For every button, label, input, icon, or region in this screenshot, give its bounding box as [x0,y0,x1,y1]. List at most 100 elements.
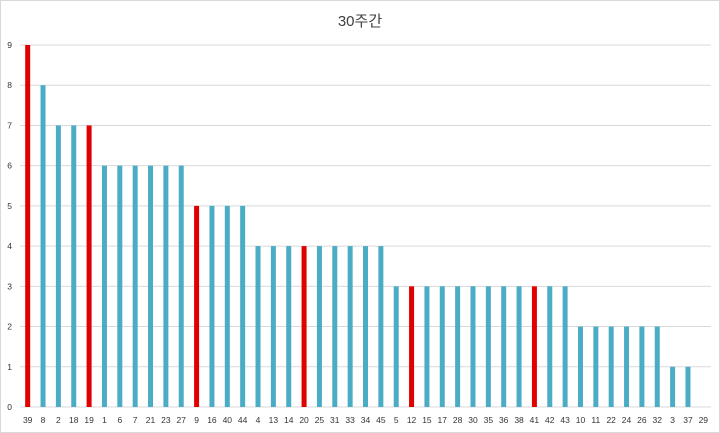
bar [562,286,568,407]
bar [685,366,691,407]
bar [470,286,476,407]
bar [670,366,676,407]
x-tick-label: 37 [683,415,693,425]
x-tick-label: 15 [422,415,432,425]
x-tick-label: 19 [84,415,94,425]
bar [40,85,46,407]
bar [593,326,599,407]
y-tick-label: 7 [7,120,12,130]
x-tick-label: 14 [284,415,294,425]
bar [363,246,368,407]
bar [194,205,200,407]
x-tick-label: 32 [653,415,663,425]
x-tick-label: 22 [606,415,616,425]
bar [86,125,92,407]
y-tick-label: 4 [7,241,12,251]
bar [577,326,583,407]
y-tick-label: 6 [7,161,12,171]
bar [240,205,246,407]
y-tick-label: 8 [7,80,12,90]
bar [531,286,537,407]
bar [101,165,107,407]
bar [624,326,630,407]
y-tick-label: 9 [7,40,12,50]
x-tick-label: 4 [256,415,261,425]
x-tick-label: 29 [699,415,709,425]
bar [608,326,614,407]
bar [209,205,215,407]
x-tick-label: 27 [176,415,186,425]
bar [163,165,169,407]
bar [439,286,445,407]
x-tick-label: 26 [637,415,647,425]
x-tick-label: 21 [146,415,156,425]
bar [178,165,184,407]
bar [55,125,61,407]
x-tick-label: 23 [161,415,171,425]
x-tick-label: 42 [545,415,555,425]
bar [71,125,77,407]
x-tick-label: 41 [530,415,540,425]
x-tick-label: 43 [560,415,570,425]
x-tick-label: 17 [438,415,448,425]
bar [378,246,384,407]
x-tick-label: 1 [102,415,107,425]
x-tick-label: 33 [345,415,355,425]
y-tick-label: 2 [7,322,12,332]
bar [132,165,138,407]
x-tick-label: 35 [484,415,494,425]
bar [347,246,353,407]
bar [547,286,553,407]
x-tick-label: 13 [269,415,279,425]
bar [117,165,123,407]
bar [409,286,415,407]
x-tick-label: 8 [41,415,46,425]
x-tick-label: 12 [407,415,417,425]
chart-title: 30주간 [337,13,383,30]
bar [270,246,276,407]
x-tick-label: 38 [514,415,524,425]
bar [255,246,261,407]
y-tick-label: 1 [7,362,12,372]
bar [455,286,461,407]
x-tick-label: 2 [56,415,61,425]
bar [301,246,307,407]
bar [516,286,522,407]
x-tick-label: 5 [394,415,399,425]
bar [424,286,430,407]
bar [286,246,292,407]
bar [654,326,660,407]
x-tick-label: 18 [69,415,79,425]
x-tick-label: 24 [622,415,632,425]
x-tick-label: 30 [468,415,478,425]
bar [224,205,230,407]
bar [639,326,645,407]
x-tick-label: 3 [670,415,675,425]
bar [332,246,338,407]
x-tick-label: 39 [23,415,33,425]
x-tick-label: 11 [591,415,600,425]
bar [393,286,399,407]
x-tick-label: 31 [330,415,340,425]
x-tick-label: 28 [453,415,463,425]
bar [148,165,154,407]
x-tick-label: 20 [299,415,309,425]
x-tick-label: 44 [238,415,248,425]
bar [25,45,31,407]
x-tick-label: 10 [576,415,586,425]
x-tick-label: 40 [223,415,233,425]
x-tick-label: 7 [133,415,138,425]
x-tick-label: 6 [117,415,122,425]
x-tick-label: 25 [315,415,325,425]
bar [316,246,322,407]
x-tick-label: 45 [376,415,386,425]
x-tick-label: 16 [207,415,217,425]
x-tick-label: 9 [194,415,199,425]
bar [485,286,491,407]
x-tick-label: 36 [499,415,509,425]
y-tick-label: 0 [7,402,12,412]
y-tick-label: 3 [7,281,12,291]
x-tick-label: 34 [361,415,371,425]
y-tick-label: 5 [7,201,12,211]
